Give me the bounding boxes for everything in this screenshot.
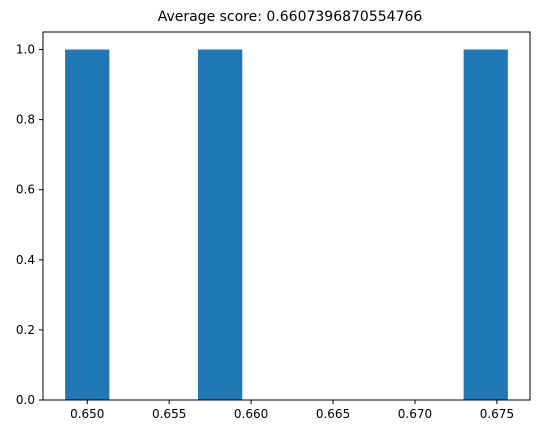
x-tick-label: 0.670: [398, 407, 432, 421]
y-tick-label: 0.2: [16, 323, 35, 337]
histogram-bar: [198, 49, 243, 401]
y-axis: 0.0 0.2 0.4 0.6 0.8 1.0: [16, 43, 43, 407]
x-tick-label: 0.665: [316, 407, 350, 421]
y-tick-label: 1.0: [16, 43, 35, 57]
bars-layer: [65, 49, 508, 401]
x-axis: 0.650 0.655 0.660 0.665 0.670 0.675: [70, 400, 514, 421]
y-tick-label: 0.4: [16, 253, 35, 267]
plot-frame: [42, 31, 531, 401]
y-tick-label: 0.0: [16, 393, 35, 407]
y-tick-label: 0.6: [16, 183, 35, 197]
x-tick-label: 0.650: [70, 407, 104, 421]
histogram-bar: [463, 49, 508, 401]
chart-title: Average score: 0.6607396870554766: [158, 9, 423, 25]
x-tick-label: 0.675: [480, 407, 514, 421]
x-tick-label: 0.655: [152, 407, 186, 421]
x-tick-label: 0.660: [234, 407, 268, 421]
y-tick-label: 0.8: [16, 113, 35, 127]
histogram-bar: [65, 49, 110, 401]
